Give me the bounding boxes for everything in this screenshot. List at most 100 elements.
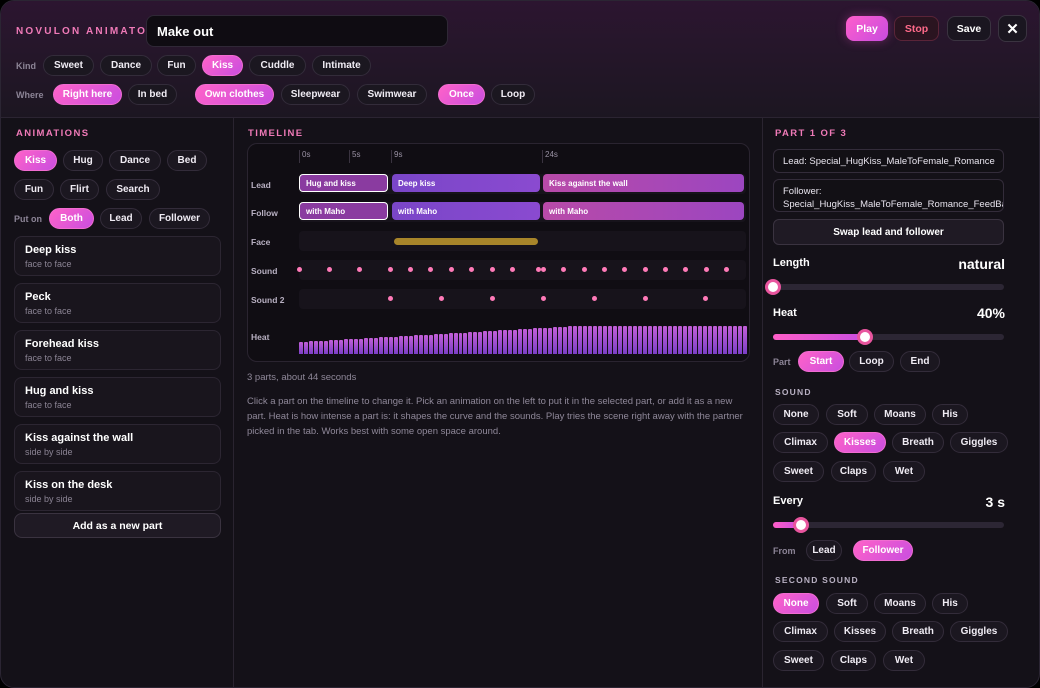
close-icon[interactable]: ✕ bbox=[998, 15, 1027, 42]
slider-handle[interactable] bbox=[792, 517, 809, 533]
lead-part-2[interactable]: Deep kiss bbox=[392, 174, 540, 192]
from-lead-chip[interactable]: Lead bbox=[806, 540, 842, 561]
anim-title: Hug and kiss bbox=[25, 385, 94, 397]
lead-part-3[interactable]: Kiss against the wall bbox=[543, 174, 744, 192]
heat-label: Heat bbox=[773, 307, 797, 319]
sound-cue bbox=[643, 267, 648, 272]
slider-handle[interactable] bbox=[857, 329, 874, 345]
part-start-chip[interactable]: Start bbox=[798, 351, 844, 372]
sound-chip-breath[interactable]: Breath bbox=[892, 432, 944, 453]
put-on-lead[interactable]: Lead bbox=[100, 208, 142, 229]
second-sound-chip-claps[interactable]: Claps bbox=[831, 650, 876, 671]
stop-button[interactable]: Stop bbox=[894, 16, 939, 41]
anim-card-deep-kiss[interactable]: Deep kiss face to face bbox=[14, 236, 221, 276]
heat-bar bbox=[672, 326, 677, 354]
kind-chip-kiss[interactable]: Kiss bbox=[202, 55, 243, 76]
heat-bar bbox=[598, 326, 603, 354]
where-chip-in-bed[interactable]: In bed bbox=[128, 84, 177, 105]
second-sound-chip-breath[interactable]: Breath bbox=[892, 621, 944, 642]
sound-chip-his[interactable]: His bbox=[932, 404, 968, 425]
sound-cue bbox=[683, 267, 688, 272]
sound-chip-wet[interactable]: Wet bbox=[883, 461, 925, 482]
swap-lead-follower-button[interactable]: Swap lead and follower bbox=[773, 219, 1004, 245]
every-slider[interactable] bbox=[773, 517, 1004, 533]
follower-animation-field[interactable]: Follower: Special_HugKiss_MaleToFemale_R… bbox=[773, 179, 1004, 212]
sound-track bbox=[297, 260, 746, 280]
second-sound-chip-his[interactable]: His bbox=[932, 593, 968, 614]
put-on-follower[interactable]: Follower bbox=[149, 208, 210, 229]
follow-part-3[interactable]: with Maho bbox=[543, 202, 744, 220]
filter-chip-flirt[interactable]: Flirt bbox=[60, 179, 99, 200]
tick-line bbox=[299, 150, 300, 163]
filter-chip-hug[interactable]: Hug bbox=[63, 150, 103, 171]
sound-cue bbox=[724, 267, 729, 272]
sound-chip-claps[interactable]: Claps bbox=[831, 461, 876, 482]
sound-chip-kisses[interactable]: Kisses bbox=[834, 432, 886, 453]
kind-chip-sweet[interactable]: Sweet bbox=[43, 55, 94, 76]
repeat-chip-loop[interactable]: Loop bbox=[491, 84, 535, 105]
play-button[interactable]: Play bbox=[846, 16, 888, 41]
clothes-chip-sleepwear[interactable]: Sleepwear bbox=[281, 84, 350, 105]
second-sound-chip-sweet[interactable]: Sweet bbox=[773, 650, 824, 671]
second-sound-chip-climax[interactable]: Climax bbox=[773, 621, 828, 642]
face-bar[interactable] bbox=[394, 238, 538, 245]
where-chip-right-here[interactable]: Right here bbox=[53, 84, 122, 105]
heat-bar bbox=[593, 326, 598, 354]
scene-name-input[interactable] bbox=[146, 15, 448, 47]
sound-chip-soft[interactable]: Soft bbox=[826, 404, 868, 425]
heat-bar bbox=[493, 331, 498, 354]
timeline-title: TIMELINE bbox=[248, 128, 304, 139]
anim-card-forehead-kiss[interactable]: Forehead kiss face to face bbox=[14, 330, 221, 370]
sound-chip-none[interactable]: None bbox=[773, 404, 819, 425]
sound-cue bbox=[388, 267, 393, 272]
follow-part-1[interactable]: with Maho bbox=[299, 202, 388, 220]
sound-chip-moans[interactable]: Moans bbox=[874, 404, 926, 425]
part-loop-chip[interactable]: Loop bbox=[849, 351, 894, 372]
anim-card-kiss-on-desk[interactable]: Kiss on the desk side by side bbox=[14, 471, 221, 511]
lead-part-1[interactable]: Hug and kiss bbox=[299, 174, 388, 192]
second-sound-chip-none[interactable]: None bbox=[773, 593, 819, 614]
anim-card-hug-and-kiss[interactable]: Hug and kiss face to face bbox=[14, 377, 221, 417]
second-sound-chip-giggles[interactable]: Giggles bbox=[950, 621, 1008, 642]
follow-part-2[interactable]: with Maho bbox=[392, 202, 540, 220]
anim-card-peck[interactable]: Peck face to face bbox=[14, 283, 221, 323]
second-sound-chip-wet[interactable]: Wet bbox=[883, 650, 925, 671]
length-slider[interactable] bbox=[765, 279, 1004, 295]
filter-chip-fun[interactable]: Fun bbox=[14, 179, 54, 200]
sound-chip-giggles[interactable]: Giggles bbox=[950, 432, 1008, 453]
slider-handle[interactable] bbox=[765, 279, 781, 295]
part-end-chip[interactable]: End bbox=[900, 351, 940, 372]
from-follower-chip[interactable]: Follower bbox=[853, 540, 913, 561]
clothes-chip-swimwear[interactable]: Swimwear bbox=[357, 84, 427, 105]
sound-chip-climax[interactable]: Climax bbox=[773, 432, 828, 453]
every-value: 3 s bbox=[985, 494, 1005, 510]
kind-chip-dance[interactable]: Dance bbox=[100, 55, 152, 76]
filter-chip-bed[interactable]: Bed bbox=[167, 150, 207, 171]
sound-cue bbox=[297, 267, 302, 272]
save-button[interactable]: Save bbox=[947, 16, 991, 41]
kind-chip-intimate[interactable]: Intimate bbox=[312, 55, 371, 76]
anim-card-kiss-against-wall[interactable]: Kiss against the wall side by side bbox=[14, 424, 221, 464]
add-new-part-button[interactable]: Add as a new part bbox=[14, 513, 221, 538]
animations-title: ANIMATIONS bbox=[16, 128, 90, 139]
filter-chip-dance[interactable]: Dance bbox=[109, 150, 161, 171]
filter-chip-kiss[interactable]: Kiss bbox=[14, 150, 57, 171]
heat-slider[interactable] bbox=[773, 329, 1004, 345]
second-sound-chip-moans[interactable]: Moans bbox=[874, 593, 926, 614]
second-sound-chip-kisses[interactable]: Kisses bbox=[834, 621, 886, 642]
kind-chip-cuddle[interactable]: Cuddle bbox=[249, 55, 306, 76]
anim-title: Kiss against the wall bbox=[25, 432, 134, 444]
heat-bar bbox=[518, 329, 523, 354]
heat-bar bbox=[323, 341, 328, 354]
clothes-chip-own[interactable]: Own clothes bbox=[195, 84, 274, 105]
sound-cue bbox=[490, 267, 495, 272]
filter-chip-search[interactable]: Search bbox=[106, 179, 160, 200]
kind-chip-fun[interactable]: Fun bbox=[157, 55, 196, 76]
sound-cue bbox=[541, 267, 546, 272]
repeat-chip-once[interactable]: Once bbox=[438, 84, 485, 105]
sound-chip-sweet[interactable]: Sweet bbox=[773, 461, 824, 482]
put-on-both[interactable]: Both bbox=[49, 208, 94, 229]
lead-animation-field[interactable]: Lead: Special_HugKiss_MaleToFemale_Roman… bbox=[773, 149, 1004, 173]
second-sound-chip-soft[interactable]: Soft bbox=[826, 593, 868, 614]
heat-bar bbox=[423, 335, 428, 354]
